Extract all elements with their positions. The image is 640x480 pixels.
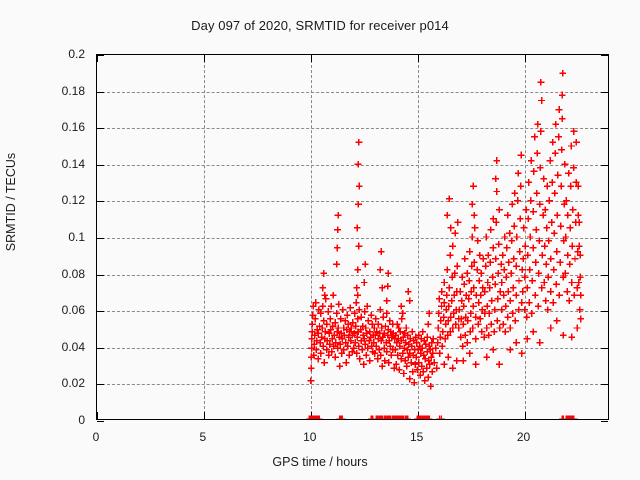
gridline-horizontal	[97, 311, 608, 313]
x-tick-label: 20	[516, 430, 531, 444]
y-tick-mark	[97, 238, 104, 239]
gridline-horizontal	[97, 274, 608, 276]
x-tick-mark-top	[310, 55, 312, 62]
plot-area	[96, 54, 609, 422]
y-tick-label: 0.02	[61, 376, 85, 391]
x-tick-mark	[97, 412, 98, 419]
y-tick-mark-right	[601, 347, 608, 349]
x-tick-mark	[417, 412, 419, 419]
y-tick-mark	[97, 91, 104, 93]
y-tick-mark-right	[601, 201, 608, 203]
gridline-vertical	[417, 55, 419, 419]
gridline-horizontal	[97, 347, 608, 349]
y-tick-label: 0.14	[61, 156, 85, 171]
gridline-horizontal	[97, 128, 608, 130]
gridline-horizontal	[97, 201, 608, 203]
x-tick-mark-top	[524, 55, 526, 62]
y-tick-mark	[97, 128, 104, 130]
y-tick-label: 0	[78, 413, 85, 427]
gridline-vertical	[203, 55, 205, 419]
y-tick-label: 0.08	[61, 266, 85, 281]
x-tick-mark-top	[203, 55, 205, 62]
gridline-vertical	[524, 55, 526, 419]
x-tick-mark-top	[97, 55, 98, 62]
y-tick-mark-right	[601, 55, 608, 56]
x-tick-label: 15	[409, 430, 424, 444]
y-tick-label: 0.2	[68, 47, 85, 61]
y-tick-mark-right	[601, 91, 608, 93]
y-tick-label: 0.12	[61, 193, 85, 208]
gridline-horizontal	[97, 384, 608, 386]
scatter-points	[306, 69, 585, 419]
page-title: Day 097 of 2020, SRMTID for receiver p01…	[191, 18, 449, 33]
y-tick-mark	[97, 347, 104, 349]
y-tick-label: 0.06	[61, 303, 85, 318]
y-tick-mark	[97, 384, 104, 386]
x-tick-mark	[524, 412, 526, 419]
y-tick-label: 0.16	[61, 120, 85, 135]
y-axis-title: SRMTID / TECUs	[4, 152, 19, 252]
gridline-horizontal	[97, 164, 608, 166]
x-tick-mark	[203, 412, 205, 419]
y-tick-label: 0.18	[61, 83, 85, 98]
y-tick-mark	[97, 55, 104, 56]
x-tick-mark-top	[417, 55, 419, 62]
y-tick-mark-right	[601, 164, 608, 166]
y-tick-mark	[97, 164, 104, 166]
y-tick-mark	[97, 311, 104, 313]
y-tick-mark-right	[601, 238, 608, 239]
y-tick-label: 0.1	[68, 230, 85, 244]
x-tick-label: 10	[303, 430, 317, 444]
y-tick-mark-right	[601, 384, 608, 386]
gridline-horizontal	[97, 91, 608, 93]
y-tick-mark-right	[601, 421, 608, 422]
x-axis-title: GPS time / hours	[272, 455, 368, 469]
y-tick-mark-right	[601, 128, 608, 130]
y-tick-mark-right	[601, 274, 608, 276]
y-tick-mark	[97, 421, 104, 422]
y-tick-mark	[97, 201, 104, 203]
gridline-horizontal	[97, 238, 608, 239]
gridline-vertical	[310, 55, 312, 419]
y-tick-label: 0.04	[61, 339, 85, 354]
x-tick-label: 0	[92, 430, 100, 444]
y-tick-mark	[97, 274, 104, 276]
y-tick-mark-right	[601, 311, 608, 313]
x-tick-mark	[310, 412, 312, 419]
x-tick-label: 5	[199, 430, 207, 444]
